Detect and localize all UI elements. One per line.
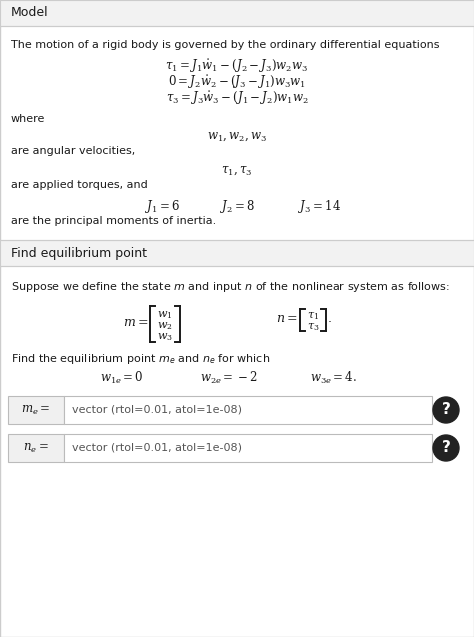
FancyBboxPatch shape (8, 396, 64, 424)
Text: $\tau_1 = J_1\dot{w}_1 - (J_2 - J_3)w_2w_3$: $\tau_1 = J_1\dot{w}_1 - (J_2 - J_3)w_2w… (165, 58, 309, 75)
Text: $J_3 = 14$: $J_3 = 14$ (298, 198, 341, 215)
Text: ?: ? (442, 403, 450, 417)
Text: $\tau_1$: $\tau_1$ (307, 310, 319, 322)
FancyBboxPatch shape (64, 396, 432, 424)
Text: $m_e =$: $m_e =$ (21, 403, 51, 417)
FancyBboxPatch shape (0, 240, 474, 266)
Text: $\tau_3 = J_3\dot{w}_3 - (J_1 - J_2)w_1w_2$: $\tau_3 = J_3\dot{w}_3 - (J_1 - J_2)w_1w… (165, 90, 309, 107)
Text: $w_1, w_2, w_3$: $w_1, w_2, w_3$ (207, 130, 267, 143)
Text: Suppose we define the state $m$ and input $n$ of the nonlinear system as follows: Suppose we define the state $m$ and inpu… (11, 280, 450, 294)
Text: $0 = J_2\dot{w}_2 - (J_3 - J_1)w_3w_1$: $0 = J_2\dot{w}_2 - (J_3 - J_1)w_3w_1$ (168, 74, 306, 91)
Text: are angular velocities,: are angular velocities, (11, 146, 135, 156)
Text: are applied torques, and: are applied torques, and (11, 180, 148, 190)
Text: $J_2 = 8$: $J_2 = 8$ (220, 198, 255, 215)
Text: $J_1 = 6$: $J_1 = 6$ (145, 198, 180, 215)
Text: vector (rtol=0.01, atol=1e-08): vector (rtol=0.01, atol=1e-08) (72, 405, 242, 415)
Circle shape (433, 397, 459, 423)
Text: vector (rtol=0.01, atol=1e-08): vector (rtol=0.01, atol=1e-08) (72, 443, 242, 453)
Text: ?: ? (442, 441, 450, 455)
Text: Find equilibrium point: Find equilibrium point (11, 247, 147, 259)
Text: Model: Model (11, 6, 49, 20)
Text: $w_3$: $w_3$ (157, 331, 173, 343)
Text: $\tau_1, \tau_3$: $\tau_1, \tau_3$ (221, 164, 253, 177)
Text: $\tau_3$: $\tau_3$ (307, 321, 319, 333)
FancyBboxPatch shape (8, 434, 64, 462)
FancyBboxPatch shape (64, 434, 432, 462)
Text: Find the equilibrium point $m_e$ and $n_e$ for which: Find the equilibrium point $m_e$ and $n_… (11, 352, 270, 366)
FancyBboxPatch shape (0, 0, 474, 26)
Text: where: where (11, 114, 46, 124)
Text: $w_2$: $w_2$ (157, 320, 173, 332)
Text: $m = $: $m = $ (122, 315, 148, 329)
Text: $w_{3e} = 4.$: $w_{3e} = 4.$ (310, 370, 357, 386)
Text: $n = $: $n = $ (276, 311, 298, 324)
Text: are the principal moments of inertia.: are the principal moments of inertia. (11, 216, 216, 226)
Text: .: . (328, 311, 332, 324)
Text: $w_{1e} = 0$: $w_{1e} = 0$ (100, 370, 144, 386)
Text: $w_1$: $w_1$ (157, 309, 173, 321)
Text: $w_{2e} = -2$: $w_{2e} = -2$ (200, 370, 257, 386)
Text: $n_e =$: $n_e =$ (23, 441, 49, 455)
Circle shape (433, 435, 459, 461)
Text: The motion of a rigid body is governed by the ordinary differential equations: The motion of a rigid body is governed b… (11, 40, 439, 50)
